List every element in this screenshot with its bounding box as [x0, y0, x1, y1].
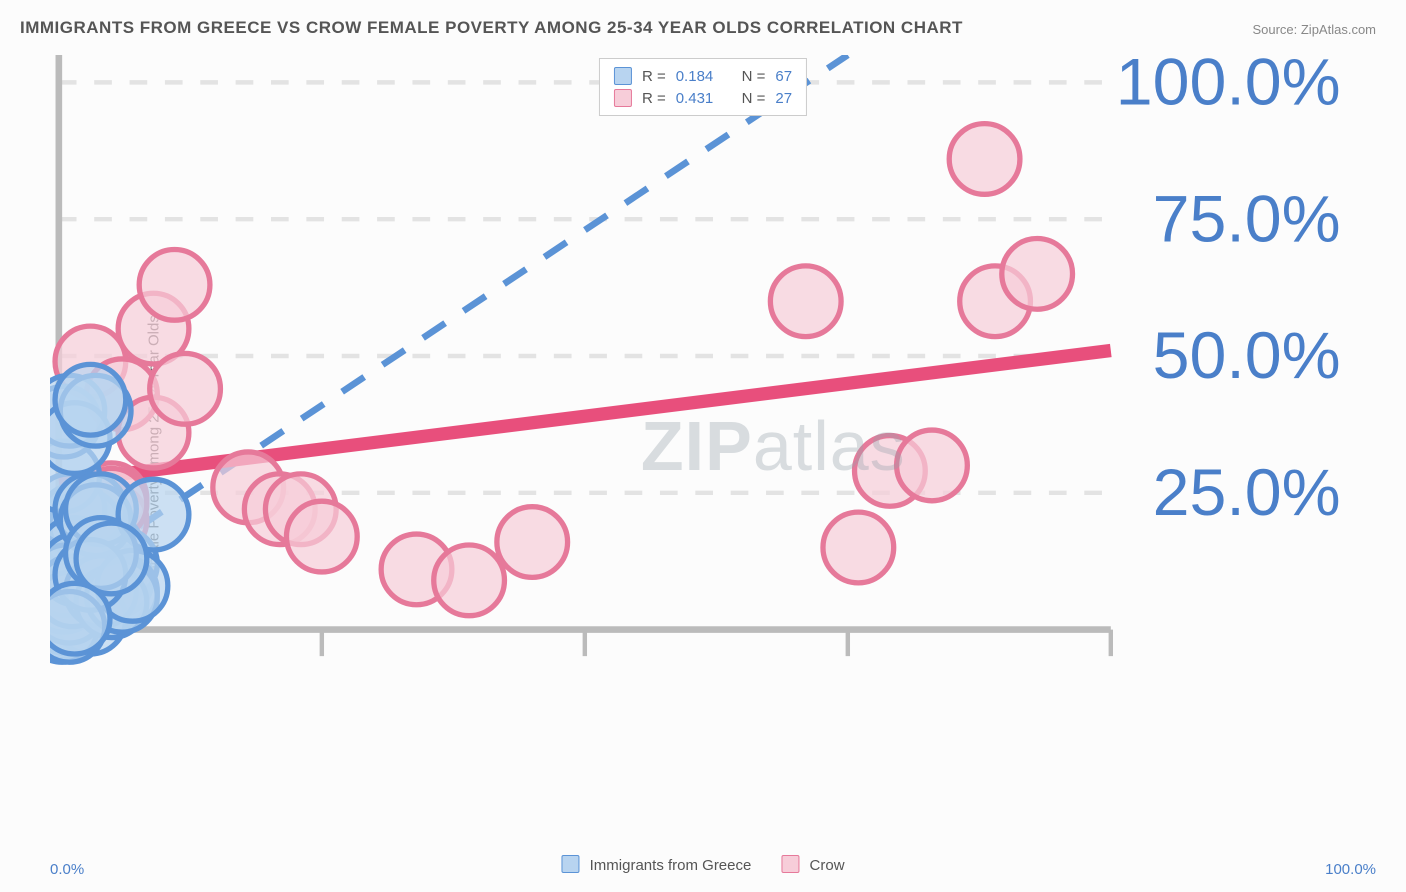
svg-text:50.0%: 50.0% [1153, 319, 1341, 393]
n-value: 67 [775, 68, 792, 85]
swatch-icon [614, 67, 632, 85]
swatch-icon [781, 855, 799, 873]
legend-label: Immigrants from Greece [590, 857, 752, 874]
legend-bottom: Immigrants from Greece Crow [561, 855, 844, 874]
swatch-icon [614, 89, 632, 107]
r-label: R = [642, 90, 666, 107]
n-value: 27 [775, 90, 792, 107]
x-axis-max-label: 100.0% [1325, 861, 1376, 878]
legend-label: Crow [810, 857, 845, 874]
source-label: Source: ZipAtlas.com [1252, 22, 1376, 37]
stats-row-series-2: R = 0.431 N = 27 [614, 87, 792, 109]
svg-text:75.0%: 75.0% [1153, 182, 1341, 256]
n-label: N = [742, 68, 766, 85]
n-label: N = [742, 90, 766, 107]
x-axis-min-label: 0.0% [50, 861, 84, 878]
chart-area: Female Poverty Among 25-34 Year Olds 25.… [50, 55, 1376, 842]
r-label: R = [642, 68, 666, 85]
r-value: 0.184 [676, 68, 714, 85]
r-value: 0.431 [676, 90, 714, 107]
svg-text:25.0%: 25.0% [1153, 456, 1341, 530]
stats-row-series-1: R = 0.184 N = 67 [614, 65, 792, 87]
stats-legend-box: R = 0.184 N = 67 R = 0.431 N = 27 [599, 58, 807, 116]
swatch-icon [561, 855, 579, 873]
legend-item: Immigrants from Greece [561, 855, 751, 874]
scatter-plot: 25.0% 50.0% 75.0% 100.0% [50, 55, 1376, 718]
chart-title: IMMIGRANTS FROM GREECE VS CROW FEMALE PO… [20, 18, 963, 38]
legend-item: Crow [781, 855, 844, 874]
svg-text:100.0%: 100.0% [1116, 55, 1341, 119]
